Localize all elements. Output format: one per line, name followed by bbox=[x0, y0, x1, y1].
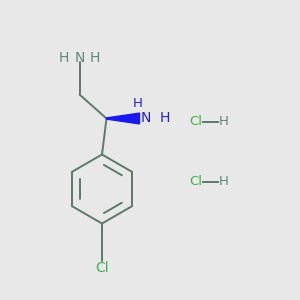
Text: H: H bbox=[90, 52, 100, 65]
Text: Cl: Cl bbox=[189, 175, 202, 188]
Text: H: H bbox=[59, 52, 69, 65]
Text: Cl: Cl bbox=[95, 262, 109, 275]
Text: H: H bbox=[219, 115, 229, 128]
Text: N: N bbox=[141, 112, 152, 125]
Text: H: H bbox=[133, 97, 143, 110]
Text: Cl: Cl bbox=[189, 115, 202, 128]
Text: H: H bbox=[160, 112, 170, 125]
Text: N: N bbox=[74, 52, 85, 65]
Polygon shape bbox=[106, 113, 140, 124]
Text: H: H bbox=[219, 175, 229, 188]
